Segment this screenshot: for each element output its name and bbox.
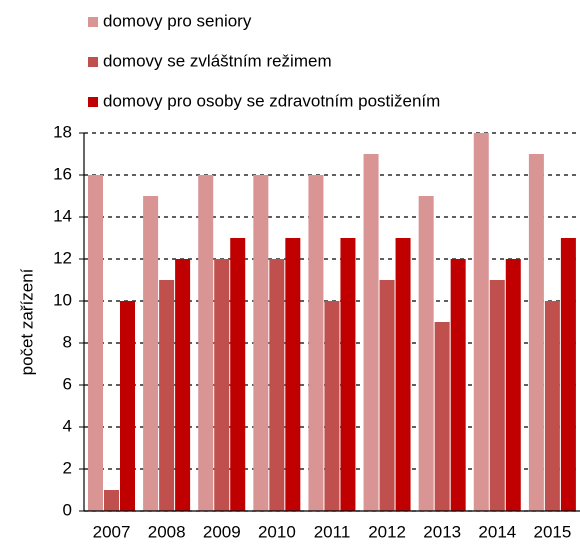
bar [528, 154, 544, 511]
bar [143, 196, 159, 511]
x-tick-label: 2010 [258, 522, 296, 541]
bar [379, 280, 395, 511]
bar [324, 301, 340, 511]
bar [560, 238, 576, 511]
legend-swatch [88, 57, 98, 67]
x-tick-label: 2011 [314, 522, 351, 541]
bar [230, 238, 246, 511]
bar [473, 133, 489, 511]
y-tick-label: 12 [53, 248, 72, 267]
legend-swatch [88, 97, 98, 107]
bar [120, 301, 135, 511]
bar [434, 322, 450, 511]
bar [489, 280, 505, 511]
bar [253, 175, 269, 511]
bar [544, 301, 560, 511]
legend-label: domovy se zvláštním režimem [103, 51, 332, 70]
y-tick-label: 0 [63, 500, 72, 519]
legend-label: domovy pro seniory [103, 11, 252, 30]
y-axis-label: počet zařízení [17, 268, 36, 375]
bar [104, 490, 119, 511]
bar [340, 238, 356, 511]
bar [175, 259, 191, 511]
legend-swatch [88, 17, 98, 27]
bar [88, 175, 103, 511]
x-tick-label: 2009 [203, 522, 241, 541]
y-tick-label: 18 [53, 122, 72, 141]
bar [285, 238, 301, 511]
x-tick-label: 2013 [423, 522, 461, 541]
y-tick-label: 4 [63, 416, 72, 435]
bar [269, 259, 285, 511]
bar [308, 175, 324, 511]
bar [450, 259, 466, 511]
y-tick-label: 14 [53, 206, 72, 225]
bar [505, 259, 521, 511]
x-tick-label: 2014 [478, 522, 516, 541]
bar [214, 259, 230, 511]
bar [159, 280, 175, 511]
x-tick-label: 2015 [534, 522, 572, 541]
bar [198, 175, 214, 511]
bar [418, 196, 434, 511]
y-tick-label: 10 [53, 290, 72, 309]
y-tick-label: 8 [63, 332, 72, 351]
y-tick-label: 6 [63, 374, 72, 393]
bar [363, 154, 379, 511]
x-tick-label: 2007 [93, 522, 131, 541]
x-tick-label: 2008 [148, 522, 186, 541]
legend-label: domovy pro osoby se zdravotním postižení… [103, 91, 440, 110]
y-tick-label: 2 [63, 458, 72, 477]
x-tick-label: 2012 [368, 522, 406, 541]
bar [395, 238, 411, 511]
y-tick-label: 16 [53, 164, 72, 183]
